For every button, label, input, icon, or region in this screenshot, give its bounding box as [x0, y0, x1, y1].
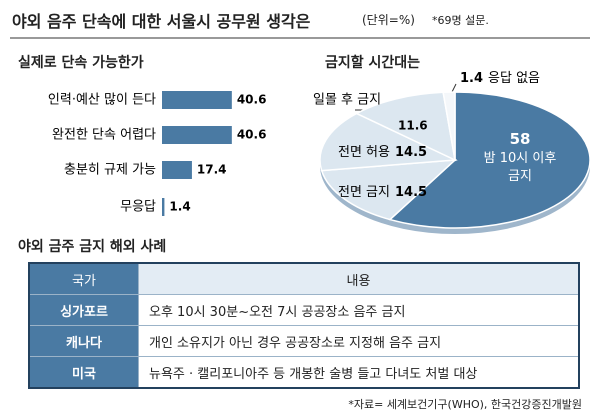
value-label: 1.4 [460, 71, 483, 86]
pie-slice [388, 91, 591, 229]
slice-label: 전면 허용 14.5 [338, 145, 427, 160]
bar [162, 198, 165, 216]
slice-label: 일몰 후 금지 [313, 93, 381, 108]
title: 야외 음주 단속에 대한 서울시 공무원 생각은 [12, 12, 311, 31]
value-label: 14.5 [395, 185, 427, 200]
bar [162, 91, 232, 109]
table-title: 야외 금주 금지 해외 사례 [18, 239, 167, 255]
table-body: 국가 내용 싱가포르 오후 10시 30분~오전 7시 공공장소 음주 금지 캐나다 개인… [28, 262, 580, 389]
slice-name: 응답 없음 [488, 71, 540, 86]
content-cell: 뉴욕주 · 캘리포니아주 등 개봉한 술병 들고 다녀도 처벌 대상 [138, 356, 580, 389]
pie-slice [320, 159, 458, 221]
content-cell: 오후 10시 30분~오전 7시 공공장소 음주 금지 [138, 294, 580, 326]
header-cell: 국가 [28, 262, 139, 295]
value-label: 17.4 [197, 163, 227, 177]
table: 국가 내용 싱가포르 오후 10시 30분~오전 7시 공공장소 음주 금지 캐나다 개인… [28, 262, 580, 389]
table-header-row: 국가 내용 [28, 262, 580, 295]
bar [162, 161, 192, 179]
header-cell: 내용 [138, 262, 580, 295]
value-label: 40.6 [237, 128, 267, 142]
value-label: 1.4 [169, 200, 190, 214]
bar-label: 무응답 [120, 200, 156, 215]
pie-slice [319, 112, 458, 172]
slice-label: 밤 10시 이후 금지 [483, 151, 557, 184]
value-label: 14.5 [395, 145, 427, 160]
value-label: 11.6 [398, 119, 428, 133]
slice-label: 1.4 응답 없음 [460, 71, 540, 86]
bar-title: 실제로 단속 가능한가 [18, 55, 144, 71]
source: *자료= 세계보건기구(WHO), 한국건강증진개발원 [348, 398, 582, 411]
bar-label: 인력·예산 많이 든다 [48, 93, 156, 108]
note: *69명 설문. [432, 14, 489, 27]
country-cell: 미국 [28, 356, 139, 389]
country-cell: 싱가포르 [28, 294, 139, 326]
bar-label: 충분히 규제 가능 [64, 163, 156, 178]
table-row: 미국 뉴욕주 · 캘리포니아주 등 개봉한 술병 들고 다녀도 처벌 대상 [28, 356, 580, 389]
bar [162, 126, 232, 144]
bar-label: 완전한 단속 어렵다 [52, 128, 156, 143]
table-row: 캐나다 개인 소유지가 아닌 경우 공공장소로 지정해 음주 금지 [28, 325, 580, 357]
slice-label: 전면 금지 14.5 [338, 185, 427, 200]
pie-title: 금지할 시간대는 [325, 55, 421, 71]
value-label: 58 [509, 130, 531, 148]
pie-slice [442, 91, 456, 161]
unit: (단위=%) [362, 13, 415, 27]
slice-name: 전면 금지 [338, 185, 390, 200]
value-label: 40.6 [237, 93, 267, 107]
slice-name: 전면 허용 [338, 145, 390, 160]
content-cell: 개인 소유지가 아닌 경우 공공장소로 지정해 음주 금지 [138, 325, 580, 357]
table-row: 싱가포르 오후 10시 30분~오전 7시 공공장소 음주 금지 [28, 294, 580, 326]
country-cell: 캐나다 [28, 325, 139, 357]
pie-slice [354, 91, 456, 162]
